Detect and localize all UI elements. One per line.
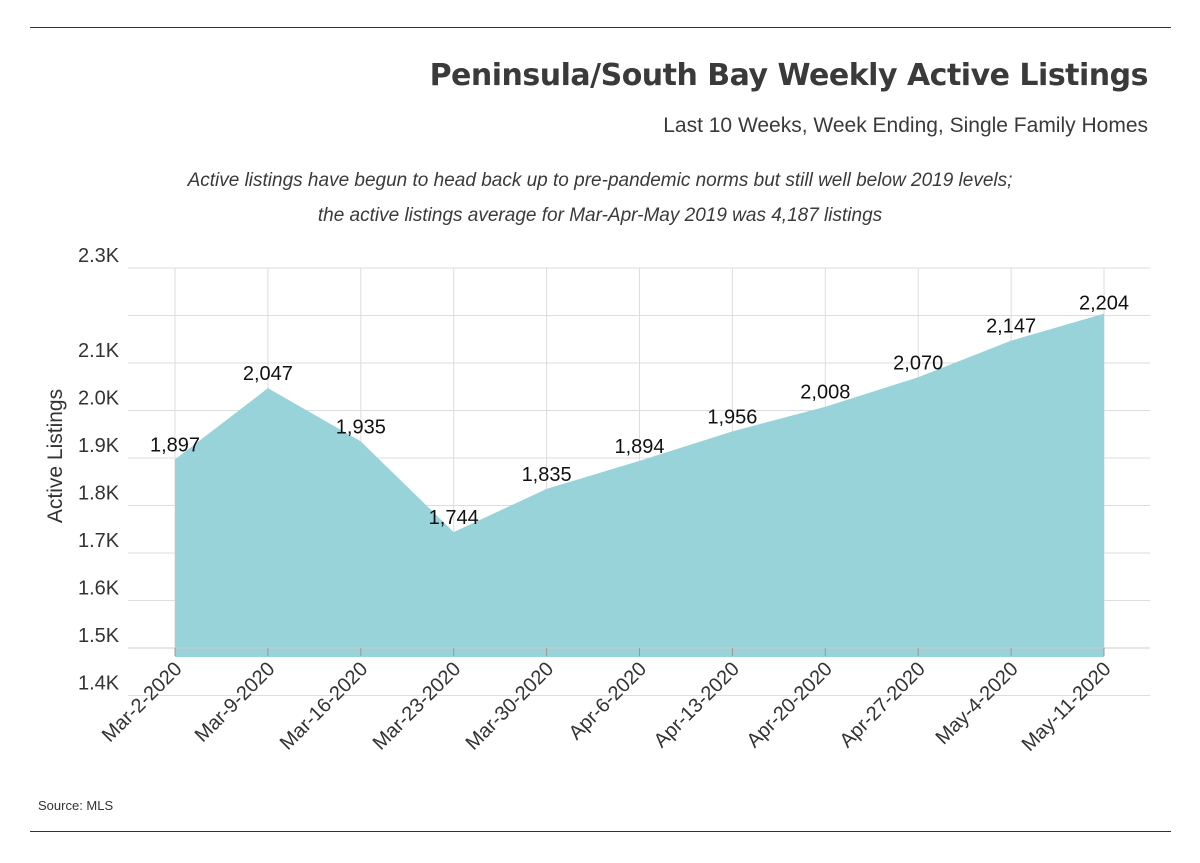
bottom-rule — [30, 831, 1171, 832]
x-tick-label: Apr-13-2020 — [650, 658, 744, 752]
y-tick-label: 1.7K — [78, 530, 120, 552]
y-tick-label: 2.3K — [78, 245, 120, 267]
top-rule — [30, 27, 1171, 28]
y-axis-label: Active Listings — [44, 389, 67, 523]
data-label: 1,956 — [707, 406, 757, 428]
y-tick-label: 1.9K — [78, 435, 120, 457]
source-note: Source: MLS — [38, 798, 114, 813]
x-tick-label: Apr-27-2020 — [836, 658, 930, 752]
y-tick-label: 1.4K — [78, 673, 120, 695]
data-label: 1,897 — [150, 434, 200, 456]
y-tick-label: 1.5K — [78, 625, 120, 647]
x-tick-label: May-4-2020 — [932, 658, 1023, 749]
data-label: 1,744 — [429, 507, 479, 529]
data-label: 2,204 — [1079, 293, 1129, 315]
y-tick-label: 1.8K — [78, 483, 120, 505]
y-axis-ticks: 1.4K 1.5K 1.6K 1.7K 1.8K 1.9K 2.0K 2.1K 2.3K — [78, 245, 120, 695]
data-label: 1,935 — [336, 416, 386, 438]
y-tick-label: 2.0K — [78, 388, 120, 410]
annotation-line-2: the active listings average for Mar-Apr-… — [317, 205, 883, 226]
x-tick-label: Apr-6-2020 — [565, 658, 651, 744]
y-tick-label: 2.1K — [78, 340, 120, 362]
data-label: 2,070 — [893, 352, 943, 374]
data-label: 1,835 — [522, 464, 572, 486]
y-tick-label: 1.6K — [78, 578, 120, 600]
x-tick-label: Mar-9-2020 — [191, 658, 280, 747]
x-tick-label: Mar-23-2020 — [369, 658, 466, 755]
area-fill — [175, 313, 1104, 657]
x-tick-label: Apr-20-2020 — [743, 658, 837, 752]
x-tick-label: May-11-2020 — [1018, 658, 1116, 756]
chart-subtitle: Last 10 Weeks, Week Ending, Single Famil… — [663, 114, 1148, 137]
data-label: 1,894 — [614, 436, 664, 458]
data-label: 2,047 — [243, 363, 293, 385]
x-tick-label: Mar-16-2020 — [276, 658, 373, 755]
annotation-line-1: Active listings have begun to head back … — [187, 170, 1013, 191]
chart-title: Peninsula/South Bay Weekly Active Listin… — [429, 58, 1149, 93]
x-tick-label: Mar-30-2020 — [462, 658, 559, 755]
x-tick-label: Mar-2-2020 — [98, 658, 187, 747]
data-label: 2,147 — [986, 316, 1036, 338]
data-label: 2,008 — [800, 382, 850, 404]
x-axis-ticks: Mar-2-2020 Mar-9-2020Mar-16-2020Mar-23-20… — [98, 648, 1116, 756]
data-labels: 1,897 2,047 1,935 1,744 1,835 1,894 1,956 2,008… — [150, 293, 1129, 529]
